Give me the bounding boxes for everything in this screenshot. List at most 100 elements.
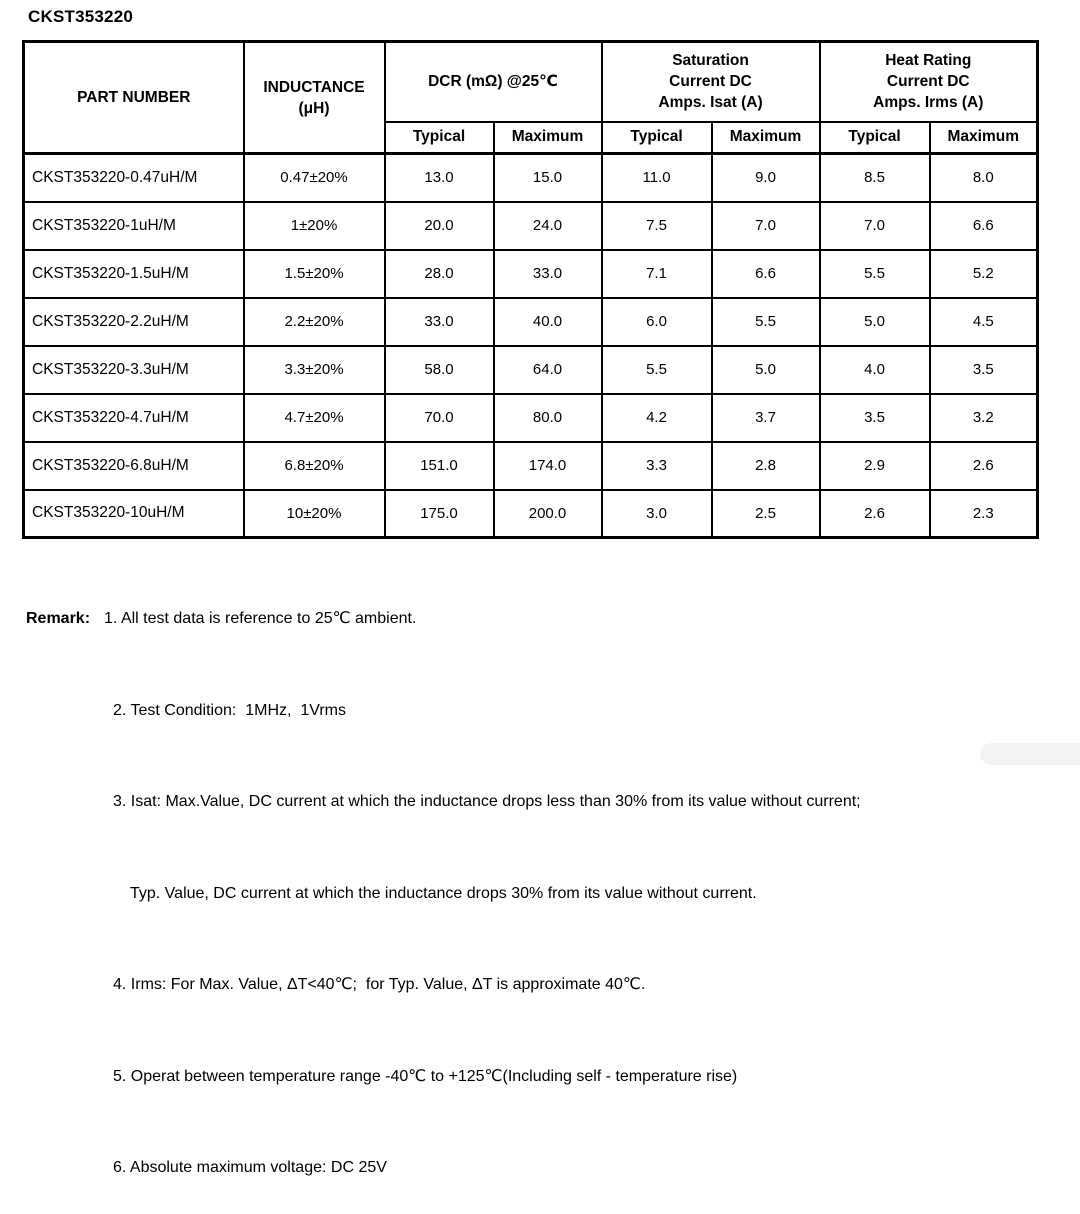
col-header-heat-rating: Heat Rating Current DC Amps. Irms (A) [818, 40, 1039, 123]
inductance-cell: 0.47±20% [242, 152, 386, 203]
dcr-maximum-cell: 24.0 [492, 200, 603, 251]
col-header-saturation: Saturation Current DC Amps. Isat (A) [600, 40, 821, 123]
irms-typical-cell: 5.5 [818, 248, 931, 299]
remark-label: Remark: [26, 610, 91, 627]
subheader-irms-maximum: Maximum [928, 120, 1039, 155]
remark-line: 3. Isat: Max.Value, DC current at which … [113, 793, 861, 810]
page-title: CKST353220 [28, 7, 134, 26]
dcr-maximum-cell: 64.0 [492, 344, 603, 395]
dcr-typical-cell: 151.0 [383, 440, 495, 491]
dcr-maximum-cell: 80.0 [492, 392, 603, 443]
inductance-cell: 6.8±20% [242, 440, 386, 491]
corner-artifact [980, 743, 1080, 765]
isat-typical-cell: 3.3 [600, 440, 713, 491]
isat-maximum-cell: 3.7 [710, 392, 821, 443]
subheader-dcr-typical: Typical [383, 120, 495, 155]
inductance-cell: 3.3±20% [242, 344, 386, 395]
table-row: CKST353220-0.47uH/M 0.47±20% 13.0 15.0 1… [22, 152, 1039, 203]
remark-line: 5. Operat between temperature range -40℃… [113, 1067, 738, 1085]
remark-line: Remark: 1. All test data is reference to … [26, 604, 1056, 635]
isat-typical-cell: 11.0 [600, 152, 713, 203]
header-line: Amps. Isat (A) [658, 94, 763, 112]
irms-typical-cell: 7.0 [818, 200, 931, 251]
dcr-maximum-cell: 40.0 [492, 296, 603, 347]
remark-line: 6. Absolute maximum voltage: DC 25V [113, 1159, 387, 1176]
subheader-dcr-maximum: Maximum [492, 120, 603, 155]
subheader-irms-typical: Typical [818, 120, 931, 155]
irms-typical-cell: 2.9 [818, 440, 931, 491]
isat-maximum-cell: 5.0 [710, 344, 821, 395]
table-row: CKST353220-2.2uH/M 2.2±20% 33.0 40.0 6.0… [22, 296, 1039, 347]
remark-line: 2. Test Condition: 1MHz, 1Vrms [113, 701, 346, 719]
isat-typical-cell: 4.2 [600, 392, 713, 443]
inductance-cell: 4.7±20% [242, 392, 386, 443]
part-number-cell: CKST353220-3.3uH/M [22, 344, 245, 395]
irms-maximum-cell: 5.2 [928, 248, 1039, 299]
part-number-cell: CKST353220-2.2uH/M [22, 296, 245, 347]
irms-maximum-cell: 8.0 [928, 152, 1039, 203]
isat-typical-cell: 3.0 [600, 488, 713, 539]
header-line: Amps. Irms (A) [873, 94, 984, 112]
table-row: CKST353220-1uH/M 1±20% 20.0 24.0 7.5 7.0… [22, 200, 1039, 251]
remarks-section: Remark: 1. All test data is reference to … [26, 543, 1056, 1214]
irms-maximum-cell: 2.6 [928, 440, 1039, 491]
subheader-isat-typical: Typical [600, 120, 713, 155]
header-line: (μH) [298, 99, 330, 117]
part-number-cell: CKST353220-10uH/M [22, 488, 245, 539]
isat-maximum-cell: 9.0 [710, 152, 821, 203]
isat-maximum-cell: 2.8 [710, 440, 821, 491]
table-row: CKST353220-1.5uH/M 1.5±20% 28.0 33.0 7.1… [22, 248, 1039, 299]
irms-typical-cell: 2.6 [818, 488, 931, 539]
irms-maximum-cell: 6.6 [928, 200, 1039, 251]
inductance-cell: 10±20% [242, 488, 386, 539]
subheader-isat-maximum: Maximum [710, 120, 821, 155]
remark-line: 4. Irms: For Max. Value, ΔT<40℃; for Typ… [113, 976, 646, 993]
isat-typical-cell: 7.1 [600, 248, 713, 299]
part-number-cell: CKST353220-4.7uH/M [22, 392, 245, 443]
group-header-row: PART NUMBER INDUCTANCE (μH) DCR (mΩ) @25… [22, 40, 1039, 155]
irms-typical-cell: 5.0 [818, 296, 931, 347]
dcr-typical-cell: 28.0 [383, 248, 495, 299]
header-line: Saturation [672, 52, 749, 70]
dcr-maximum-cell: 174.0 [492, 440, 603, 491]
irms-typical-cell: 3.5 [818, 392, 931, 443]
header-line: INDUCTANCE [263, 78, 365, 96]
remark-line: Typ. Value, DC current at which the indu… [130, 884, 757, 902]
irms-typical-cell: 8.5 [818, 152, 931, 203]
isat-maximum-cell: 5.5 [710, 296, 821, 347]
remark-text: 1. All test data is reference to 25℃ amb… [104, 610, 417, 627]
isat-maximum-cell: 7.0 [710, 200, 821, 251]
irms-maximum-cell: 4.5 [928, 296, 1039, 347]
inductance-cell: 1.5±20% [242, 248, 386, 299]
table-row: CKST353220-6.8uH/M 6.8±20% 151.0 174.0 3… [22, 440, 1039, 491]
dcr-typical-cell: 70.0 [383, 392, 495, 443]
part-number-cell: CKST353220-1.5uH/M [22, 248, 245, 299]
isat-typical-cell: 7.5 [600, 200, 713, 251]
dcr-typical-cell: 33.0 [383, 296, 495, 347]
dcr-typical-cell: 20.0 [383, 200, 495, 251]
dcr-typical-cell: 13.0 [383, 152, 495, 203]
irms-typical-cell: 4.0 [818, 344, 931, 395]
table-body: CKST353220-0.47uH/M 0.47±20% 13.0 15.0 1… [22, 152, 1039, 539]
irms-maximum-cell: 3.5 [928, 344, 1039, 395]
col-header-part-number: PART NUMBER [22, 40, 245, 155]
isat-typical-cell: 5.5 [600, 344, 713, 395]
dcr-typical-cell: 58.0 [383, 344, 495, 395]
dcr-maximum-cell: 15.0 [492, 152, 603, 203]
dcr-typical-cell: 175.0 [383, 488, 495, 539]
table-row: CKST353220-10uH/M 10±20% 175.0 200.0 3.0… [22, 488, 1039, 539]
col-header-dcr: DCR (mΩ) @25℃ [383, 40, 603, 123]
isat-maximum-cell: 2.5 [710, 488, 821, 539]
part-number-cell: CKST353220-6.8uH/M [22, 440, 245, 491]
header-line: Heat Rating [885, 52, 972, 70]
dcr-maximum-cell: 200.0 [492, 488, 603, 539]
irms-maximum-cell: 3.2 [928, 392, 1039, 443]
isat-typical-cell: 6.0 [600, 296, 713, 347]
isat-maximum-cell: 6.6 [710, 248, 821, 299]
table-header: PART NUMBER INDUCTANCE (μH) DCR (mΩ) @25… [22, 40, 1039, 155]
header-line: Current DC [669, 73, 752, 91]
part-number-cell: CKST353220-0.47uH/M [22, 152, 245, 203]
table-row: CKST353220-4.7uH/M 4.7±20% 70.0 80.0 4.2… [22, 392, 1039, 443]
header-line: Current DC [886, 73, 970, 91]
table-row: CKST353220-3.3uH/M 3.3±20% 58.0 64.0 5.5… [22, 344, 1039, 395]
